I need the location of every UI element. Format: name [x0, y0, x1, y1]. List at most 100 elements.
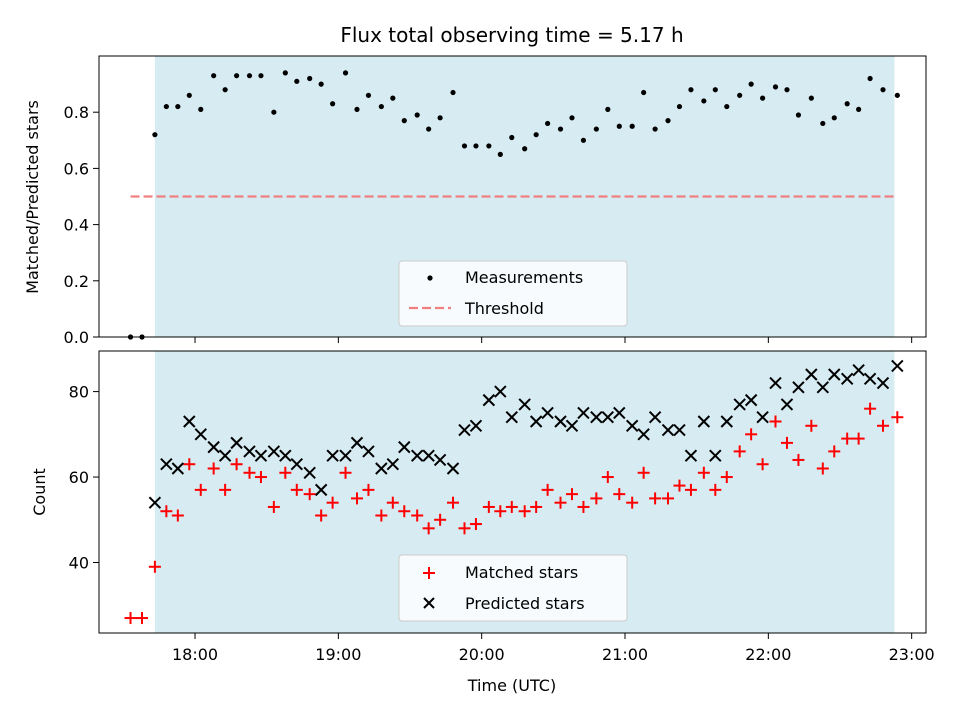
matched-star-point	[326, 496, 339, 509]
predicted-star-point	[744, 393, 758, 407]
matched-star-point	[530, 500, 543, 513]
measurement-point	[748, 81, 754, 87]
predicted-star-point	[303, 466, 316, 479]
matched-star-point	[243, 466, 256, 479]
matched-star-point	[649, 492, 662, 505]
predicted-star-point	[160, 458, 173, 471]
predicted-star-point	[661, 423, 675, 437]
predicted-star-point	[684, 449, 698, 462]
matched-star-point	[780, 436, 793, 449]
predicted-star-point	[697, 415, 711, 428]
measurement-point	[712, 87, 718, 93]
measurement-point	[641, 89, 647, 96]
matched-star-point	[541, 483, 554, 496]
legend-label-predicted: Predicted stars	[465, 594, 585, 613]
bottom-ytick-label: 60	[69, 468, 89, 487]
matched-star-point	[458, 522, 471, 535]
matched-star-point	[518, 505, 531, 518]
predicted-star-point	[494, 385, 507, 398]
measurement-point	[258, 73, 264, 79]
legend-label-threshold: Threshold	[464, 299, 544, 318]
measurement-point	[522, 146, 528, 152]
matched-star-point	[590, 492, 603, 505]
measurement-point	[318, 81, 324, 87]
top-ytick-label: 0.4	[64, 216, 89, 235]
measurement-point	[593, 126, 599, 132]
predicted-star-point	[720, 415, 733, 428]
measurement-point	[473, 143, 479, 149]
measurement-point	[198, 106, 204, 112]
measurement-point	[569, 115, 575, 121]
measurement-point	[737, 92, 743, 98]
top-ytick-label: 0.2	[64, 272, 89, 291]
measurement-point	[831, 115, 837, 121]
measurement-point	[271, 109, 277, 115]
predicted-star-point	[554, 415, 567, 428]
predicted-star-point	[458, 423, 471, 437]
matched-star-point	[626, 496, 639, 509]
predicted-star-point	[709, 449, 722, 462]
predicted-star-point	[410, 449, 424, 462]
measurement-point	[616, 123, 622, 129]
measurement-point	[605, 106, 611, 112]
measurement-point	[701, 98, 707, 104]
matched-star-point	[386, 496, 399, 509]
xtick-label: 21:00	[602, 645, 648, 664]
measurement-point	[580, 137, 587, 143]
matched-star-point	[816, 462, 829, 475]
measurement-point	[354, 106, 360, 112]
matched-star-point	[160, 505, 173, 518]
matched-star-point	[841, 432, 854, 445]
matched-star-point	[350, 492, 363, 505]
matched-star-point	[577, 500, 590, 513]
matched-star-point	[792, 453, 805, 466]
predicted-star-point	[422, 449, 435, 462]
predicted-star-point	[290, 458, 303, 471]
measurement-point	[246, 73, 253, 79]
measurement-point	[401, 118, 407, 124]
matched-star-point	[447, 496, 460, 509]
predicted-star-point	[733, 398, 746, 411]
bottom-ylabel: Count	[30, 468, 49, 516]
xtick-label: 18:00	[172, 645, 218, 664]
matched-star-point	[662, 492, 675, 505]
measurement-point	[808, 95, 814, 101]
measurement-point	[688, 87, 694, 93]
predicted-star-point	[386, 458, 400, 471]
predicted-star-point	[469, 419, 483, 432]
measurement-point	[844, 101, 850, 107]
matched-star-point	[148, 560, 161, 573]
measurement-point	[557, 126, 564, 132]
measurement-point	[724, 103, 730, 110]
matched-star-point	[720, 471, 733, 484]
predicted-star-point	[863, 372, 877, 385]
top-ytick-label: 0.6	[64, 159, 89, 178]
top-ytick-label: 0.0	[64, 328, 89, 347]
measurement-point	[497, 151, 503, 157]
predicted-star-point	[171, 462, 185, 475]
matched-star-point	[505, 500, 518, 513]
measurement-point	[152, 132, 158, 138]
predicted-star-point	[648, 411, 662, 424]
predicted-star-point	[362, 445, 375, 458]
predicted-star-point	[398, 440, 411, 454]
predicted-star-point	[852, 364, 865, 377]
predicted-star-point	[816, 381, 830, 394]
measurement-point	[175, 103, 181, 110]
matched-star-point	[554, 496, 567, 509]
predicted-star-point	[350, 436, 364, 450]
matched-star-point	[756, 458, 769, 471]
bottom-ytick-label: 80	[69, 383, 89, 402]
predicted-star-point	[891, 359, 904, 373]
predicted-star-point	[339, 449, 352, 462]
predicted-star-point	[637, 428, 650, 441]
xlabel: Time (UTC)	[467, 676, 556, 695]
predicted-star-point	[267, 445, 281, 458]
matched-star-point	[398, 505, 411, 518]
measurement-point	[461, 143, 468, 149]
xtick-label: 23:00	[889, 645, 935, 664]
matched-star-point	[673, 479, 686, 492]
predicted-star-point	[625, 419, 639, 432]
predicted-star-point	[218, 449, 232, 462]
matched-star-point	[601, 471, 614, 484]
